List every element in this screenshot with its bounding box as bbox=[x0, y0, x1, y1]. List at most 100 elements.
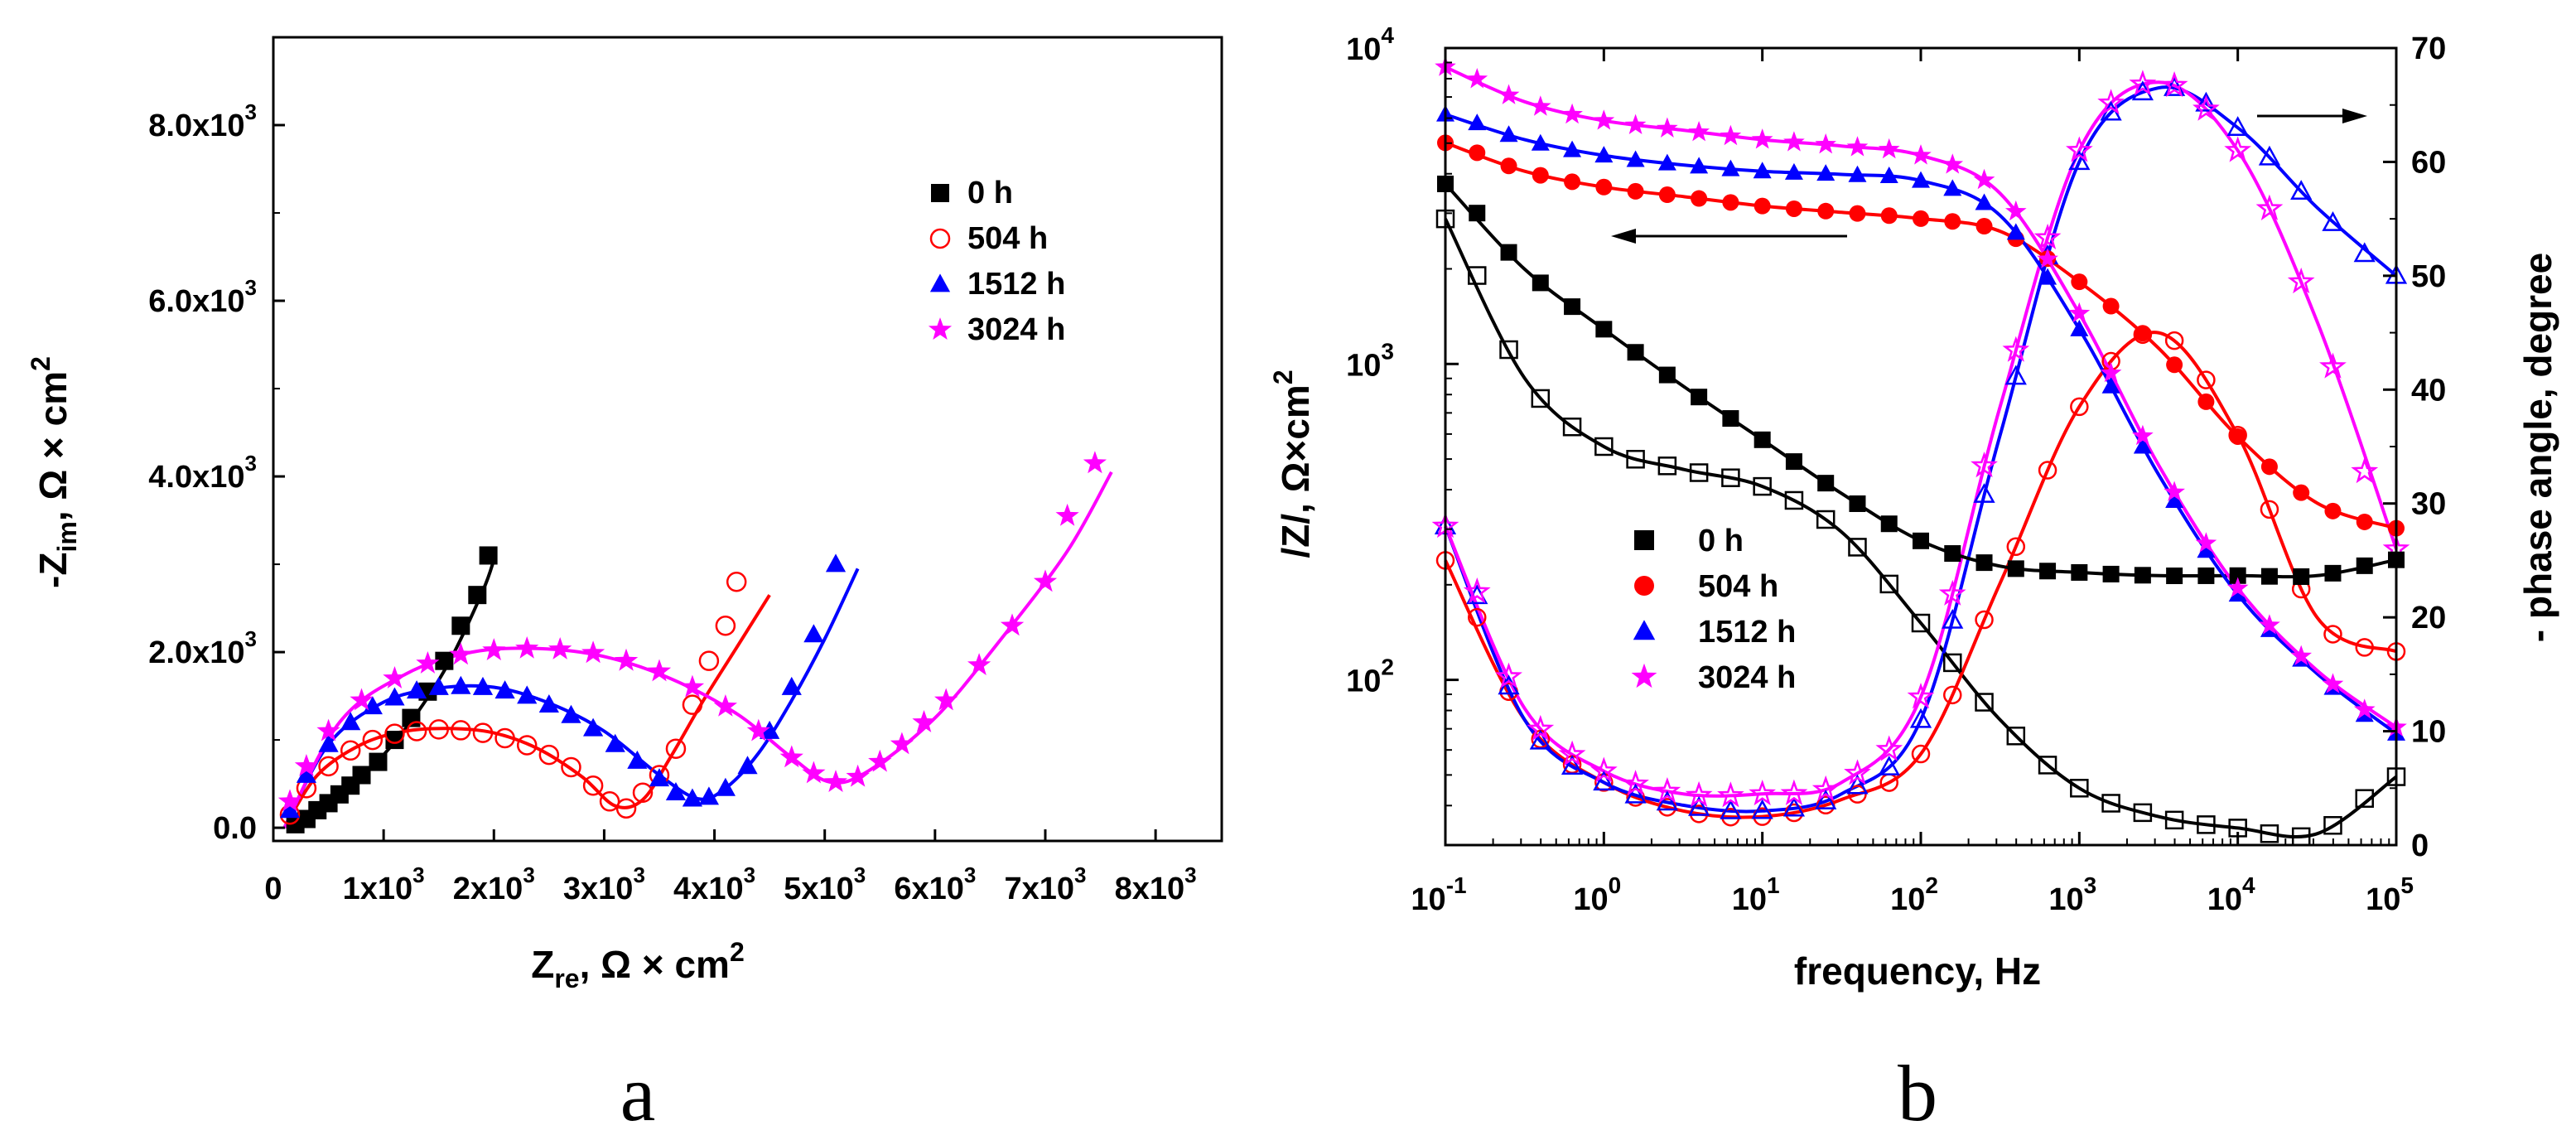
bode-modulus-point-3024h bbox=[1942, 153, 1964, 174]
bode-phase-point-1512h bbox=[1909, 708, 1932, 728]
bode-modulus-point-504h bbox=[1532, 167, 1549, 184]
bode-phase-point-1512h bbox=[1688, 795, 1710, 816]
nyquist-point-504h bbox=[726, 572, 747, 592]
nyquist-fit-line-3024h bbox=[282, 471, 1113, 829]
bode-phase-point-1512h bbox=[2226, 116, 2249, 136]
bode-modulus-point-3024h bbox=[2353, 698, 2376, 719]
nyquist-y-tick-label: 6.0x103 bbox=[148, 275, 257, 319]
bode-modulus-fits bbox=[1444, 65, 2398, 735]
bode-modulus-point-504h bbox=[1849, 205, 1866, 222]
bode-modulus-point-3024h bbox=[1657, 117, 1678, 138]
nyquist-point-3024h bbox=[912, 710, 936, 732]
bode-x-axis-title: frequency, Hz bbox=[1794, 949, 2041, 993]
nyquist-point-504h bbox=[615, 798, 637, 819]
nyquist-point-504h bbox=[384, 723, 405, 744]
bode-modulus-point-504h bbox=[1944, 213, 1961, 230]
bode-phase-point-3024h bbox=[1527, 714, 1555, 742]
nyquist-point-504h bbox=[494, 727, 515, 749]
bode-modulus-point-0h bbox=[2229, 567, 2246, 584]
bode-modulus-point-1512h bbox=[2006, 223, 2025, 240]
nyquist-point-3024h bbox=[647, 659, 672, 682]
nyquist-fits bbox=[282, 471, 1113, 829]
nyquist-point-1512h bbox=[340, 712, 361, 731]
nyquist-point-1512h bbox=[296, 764, 317, 783]
nyquist-point-3024h bbox=[746, 718, 770, 742]
bode-phase-point-504h bbox=[2164, 331, 2184, 350]
bode-phase-point-1512h bbox=[1720, 799, 1742, 819]
legend-label-1512h: 1512 h bbox=[967, 267, 1065, 302]
bode-modulus-point-1512h bbox=[1690, 157, 1709, 174]
bode-modulus-point-504h bbox=[1913, 210, 1929, 227]
bode-modulus-point-504h bbox=[1469, 144, 1486, 162]
bode-modulus-point-3024h bbox=[2195, 532, 2217, 553]
bode-modulus-point-504h bbox=[1817, 202, 1835, 220]
bode-phase-point-3024h bbox=[1844, 759, 1871, 785]
bode-phase-point-0h bbox=[2101, 794, 2120, 813]
bode-x-tick-label: 10-1 bbox=[1411, 872, 1466, 917]
bode-modulus-point-1512h bbox=[1499, 125, 1518, 143]
bode-modulus-point-3024h bbox=[1783, 131, 1805, 152]
bode-modulus-point-504h bbox=[2166, 356, 2183, 374]
bode-modulus-point-1512h bbox=[1879, 166, 1898, 183]
bode-phase-point-504h bbox=[2355, 638, 2374, 657]
bode-modulus-point-0h bbox=[1658, 366, 1676, 384]
bode-modulus-point-504h bbox=[1627, 182, 1644, 200]
nyquist-point-3024h bbox=[1000, 613, 1025, 636]
nyquist-y-tick-label: 0.0 bbox=[213, 811, 257, 846]
bode-modulus-point-0h bbox=[1532, 274, 1549, 292]
nyquist-point-0h bbox=[369, 752, 388, 771]
bode-modulus-point-0h bbox=[2102, 565, 2120, 582]
bode-modulus-point-3024h bbox=[1751, 128, 1773, 149]
nyquist-x-tick-labels: 0 1x103 2x103 3x103 4x103 5x103 6x103 7x103 8x10… bbox=[264, 862, 1196, 906]
bode-plot-frame bbox=[1444, 46, 2398, 847]
bode-legend-label-504h: 504 h bbox=[1698, 569, 1778, 604]
nyquist-point-0h bbox=[468, 586, 487, 605]
bode-modulus-point-0h bbox=[2293, 568, 2310, 585]
bode-phase-point-3024h bbox=[1811, 775, 1840, 802]
nyquist-point-504h bbox=[538, 744, 560, 766]
bode-y2-tick-label: 0 bbox=[2411, 829, 2429, 863]
bode-phase-point-0h bbox=[1721, 468, 1740, 487]
nyquist-x-tick-label: 2x103 bbox=[453, 862, 535, 906]
bode-modulus-point-1512h bbox=[2070, 319, 2089, 336]
bode-phase-point-504h bbox=[1848, 785, 1867, 804]
nyquist-point-504h bbox=[682, 694, 703, 715]
nyquist-point-3024h bbox=[967, 653, 991, 675]
bode-phase-point-3024h bbox=[2224, 136, 2252, 162]
bode-y-tick-label: 103 bbox=[1346, 338, 1394, 383]
nyquist-x-tick-label: 8x103 bbox=[1115, 862, 1197, 906]
nyquist-point-3024h bbox=[449, 642, 473, 665]
bode-phase-point-0h bbox=[2006, 727, 2026, 746]
bode-modulus-point-0h bbox=[1627, 344, 1644, 361]
bode-modulus-point-0h bbox=[1469, 205, 1486, 222]
nyquist-point-1512h bbox=[760, 720, 780, 739]
nyquist-x-tick-label: 3x103 bbox=[563, 862, 645, 906]
bode-phase-point-0h bbox=[2197, 815, 2216, 834]
nyquist-point-1512h bbox=[715, 777, 736, 796]
bode-phase-point-1512h bbox=[1751, 799, 1773, 819]
bode-phase-point-3024h bbox=[1875, 735, 1903, 761]
bode-phase-point-1512h bbox=[1593, 771, 1615, 791]
nyquist-point-1512h bbox=[279, 800, 301, 819]
bode-y-tick-label: 104 bbox=[1346, 22, 1394, 67]
bode-phase-point-0h bbox=[1562, 418, 1582, 437]
nyquist-point-3024h bbox=[581, 640, 605, 664]
bode-modulus-point-3024h bbox=[2290, 645, 2312, 665]
bode-modulus-point-504h bbox=[2102, 297, 2120, 315]
bode-modulus-point-504h bbox=[1754, 197, 1771, 215]
nyquist-point-1512h bbox=[362, 696, 383, 715]
bode-phase-point-3024h bbox=[1589, 756, 1618, 783]
nyquist-point-3024h bbox=[277, 789, 302, 812]
bode-phase-point-0h bbox=[1689, 463, 1709, 482]
nyquist-point-1512h bbox=[781, 676, 802, 695]
bode-phase-point-504h bbox=[1975, 610, 1994, 630]
bode-phase-point-3024h bbox=[2002, 336, 2030, 362]
nyquist-point-0h bbox=[352, 766, 371, 785]
bode-modulus-markers bbox=[1435, 56, 2407, 741]
bode-phase-point-1512h bbox=[2353, 242, 2376, 263]
legend-marker-1512h bbox=[929, 273, 951, 292]
bode-legend-label-3024h: 3024 h bbox=[1698, 660, 1796, 695]
bode-modulus-point-1512h bbox=[1848, 165, 1867, 182]
bode-modulus-point-0h bbox=[1944, 545, 1961, 563]
